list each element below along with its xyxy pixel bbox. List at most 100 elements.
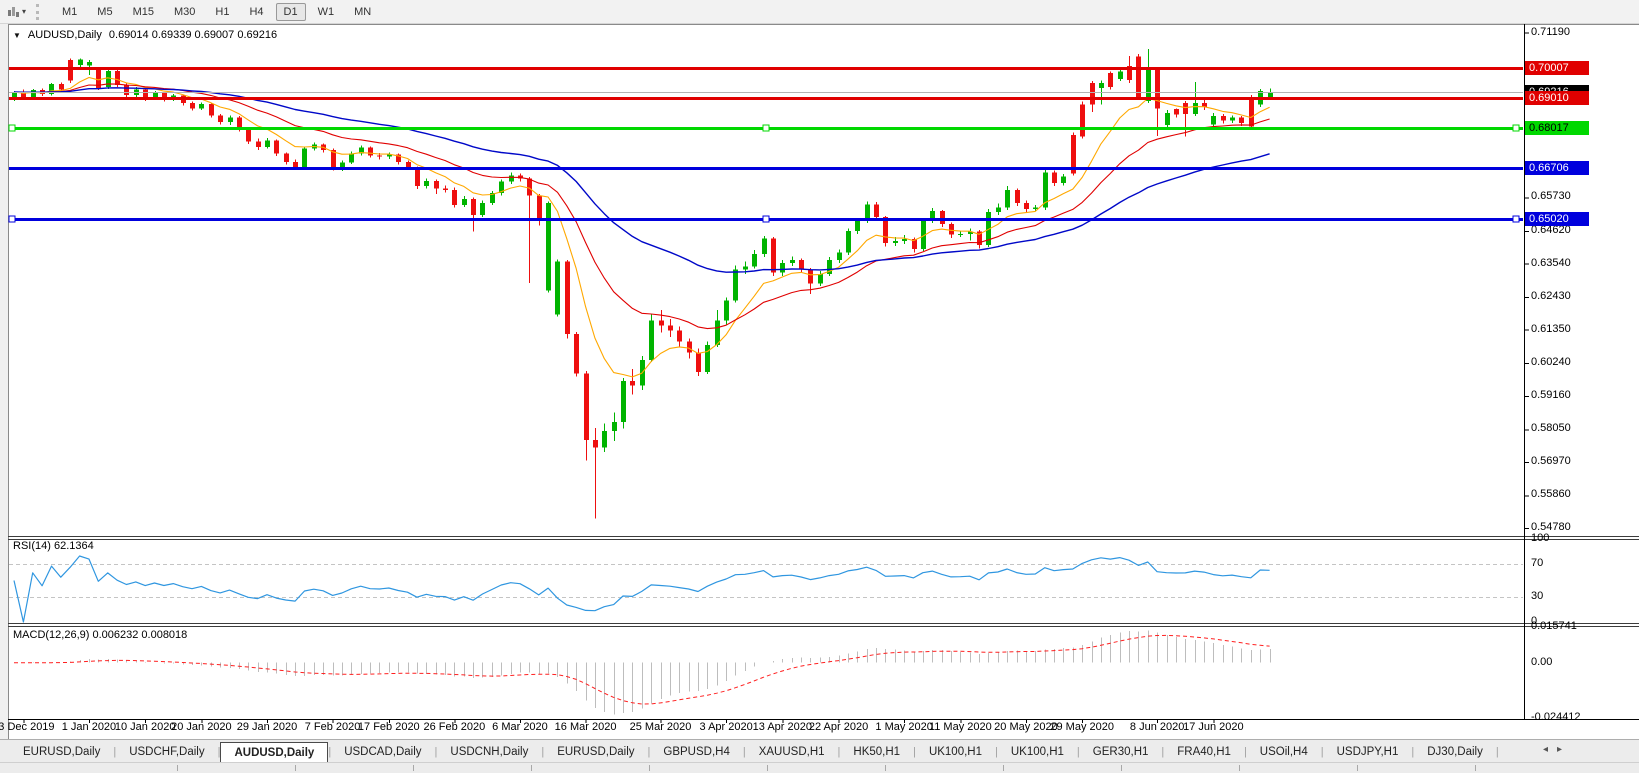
symbol-tab-uk100-h1[interactable]: UK100,H1 xyxy=(1010,746,1064,758)
status-separator xyxy=(177,765,178,771)
price-tick-label: 0.61350 xyxy=(1531,322,1571,335)
timeframe-buttons: M1 M5 M15 M30 H1 H4 D1 W1 MN xyxy=(52,2,381,21)
symbol-tab-hk50-h1[interactable]: HK50,H1 xyxy=(853,746,901,758)
date-tick-label: 25 Mar 2020 xyxy=(629,721,692,733)
price-tick-label: 0.65730 xyxy=(1531,190,1571,203)
tab-separator: | xyxy=(1320,746,1324,758)
date-tick-label: 20 Jan 2020 xyxy=(171,721,232,733)
date-tick-label: 22 Apr 2020 xyxy=(808,721,869,733)
symbol-tab-uk100-h1[interactable]: UK100,H1 xyxy=(928,746,982,758)
symbol-tab-usoil-h4[interactable]: USOil,H4 xyxy=(1259,746,1308,758)
toolbar: ▾ M1 M5 M15 M30 H1 H4 D1 W1 MN xyxy=(0,0,1639,24)
status-separator xyxy=(1003,765,1004,771)
date-tick-label: 1 May 2020 xyxy=(875,721,933,733)
symbol-tab-xauusd-h1[interactable]: XAUUSD,H1 xyxy=(758,746,825,758)
price-tick-label: 0.54780 xyxy=(1531,521,1571,534)
tab-separator: | xyxy=(1076,746,1080,758)
symbol-tab-fra40-h1[interactable]: FRA40,H1 xyxy=(1177,746,1231,758)
symbol-tab-eurusd-daily[interactable]: EURUSD,Daily xyxy=(557,746,635,758)
tab-separator: | xyxy=(1243,746,1247,758)
date-tick-label: 11 May 2020 xyxy=(928,721,992,733)
date-tick-label: 16 Mar 2020 xyxy=(554,721,617,733)
symbol-tab-usdcnh-daily[interactable]: USDCNH,Daily xyxy=(450,746,529,758)
price-tick-label: 0.64620 xyxy=(1531,223,1571,236)
date-tick-label: 1 Jan 2020 xyxy=(61,721,117,733)
symbol-tab-ger30-h1[interactable]: GER30,H1 xyxy=(1092,746,1149,758)
timeframe-button-m1[interactable]: M1 xyxy=(62,5,78,18)
status-separator xyxy=(1239,765,1240,771)
price-tick-label: 0.58050 xyxy=(1531,422,1571,435)
price-tick-label: 0.71190 xyxy=(1531,25,1570,38)
tab-separator: | xyxy=(217,746,221,758)
price-line-badge: 0.66706 xyxy=(1525,160,1589,175)
tab-separator: | xyxy=(328,746,332,758)
macd-tick-label: 0.00 xyxy=(1531,655,1553,668)
rsi-tick-label: 70 xyxy=(1531,556,1544,569)
symbol-tab-usdjpy-h1[interactable]: USDJPY,H1 xyxy=(1336,746,1399,758)
status-separator xyxy=(649,765,650,771)
symbol-tab-usdcad-daily[interactable]: USDCAD,Daily xyxy=(344,746,422,758)
date-tick-label: 29 May 2020 xyxy=(1050,721,1114,733)
status-separator xyxy=(1357,765,1358,771)
chart-window xyxy=(8,24,1639,739)
timeframe-button-m5[interactable]: M5 xyxy=(97,5,113,18)
symbol-tab-audusd-daily[interactable]: AUDUSD,Daily xyxy=(220,742,329,763)
timeframe-button-w1[interactable]: W1 xyxy=(317,5,335,18)
price-line-badge: 0.70007 xyxy=(1525,61,1589,76)
date-tick-label: 20 May 2020 xyxy=(994,721,1058,733)
status-separator xyxy=(1475,765,1476,771)
tab-separator: | xyxy=(995,746,998,758)
chart-pointer-icon[interactable] xyxy=(4,4,22,20)
timeframe-button-m30[interactable]: M30 xyxy=(173,5,196,18)
status-separator xyxy=(885,765,886,771)
macd-tick-label: 0.015741 xyxy=(1531,620,1577,633)
timeframe-button-d1[interactable]: D1 xyxy=(275,2,306,21)
tab-separator: | xyxy=(1161,746,1165,758)
tab-separator: | xyxy=(1411,746,1415,758)
status-separator xyxy=(767,765,768,771)
date-tick-label: 17 Feb 2020 xyxy=(357,721,420,733)
date-tick-label: 7 Feb 2020 xyxy=(304,721,361,733)
price-line-badge: 0.65020 xyxy=(1525,211,1589,226)
timeframe-button-h4[interactable]: H4 xyxy=(249,5,264,18)
symbol-tab-gbpusd-h4[interactable]: GBPUSD,H4 xyxy=(663,746,730,758)
price-tick-label: 0.59160 xyxy=(1531,388,1571,401)
timeframe-button-h1[interactable]: H1 xyxy=(215,5,230,18)
price-tick-label: 0.63540 xyxy=(1531,256,1571,269)
chart-title: ▼ AUDUSD,Daily 0.69014 0.69339 0.69007 0… xyxy=(13,29,277,41)
date-tick-label: 6 Mar 2020 xyxy=(492,721,548,733)
tab-scroll-left-icon[interactable]: ◂ xyxy=(1543,744,1549,755)
status-bar xyxy=(0,762,1639,773)
date-tick-label: 8 Jun 2020 xyxy=(1129,721,1185,733)
timeframe-button-m15[interactable]: M15 xyxy=(132,5,154,18)
symbol-tab-usdchf-daily[interactable]: USDCHF,Daily xyxy=(129,746,205,758)
price-tick-label: 0.60240 xyxy=(1531,356,1571,369)
status-separator xyxy=(295,765,296,771)
symbol-tab-eurusd-daily[interactable]: EURUSD,Daily xyxy=(23,746,101,758)
date-tick-label: 13 Apr 2020 xyxy=(752,721,812,733)
ohlc-values: 0.69014 0.69339 0.69007 0.69216 xyxy=(108,29,278,41)
rsi-tick-label: 100 xyxy=(1531,532,1550,544)
status-separator xyxy=(531,765,532,771)
price-line-badge: 0.68017 xyxy=(1525,121,1589,136)
price-tick-label: 0.55860 xyxy=(1531,488,1571,501)
date-tick-label: 26 Feb 2020 xyxy=(423,721,486,733)
timeframe-button-mn[interactable]: MN xyxy=(354,5,372,18)
rsi-tick-label: 0 xyxy=(1531,615,1538,627)
tab-separator: | xyxy=(1495,746,1499,758)
chevron-down-icon[interactable]: ▾ xyxy=(22,7,27,16)
symbol-tab-dj30-daily[interactable]: DJ30,Daily xyxy=(1427,746,1483,758)
rsi-pane-label: RSI(14) 62.1364 xyxy=(13,540,94,552)
status-separator xyxy=(1121,765,1122,771)
price-line-badge: 0.69010 xyxy=(1525,91,1589,106)
date-tick-label: 29 Jan 2020 xyxy=(236,721,298,733)
symbol-tab-bar: EURUSD,Daily | USDCHF,Daily | AUDUSD,Daily | U… xyxy=(0,739,1639,763)
tab-separator: | xyxy=(434,746,438,758)
macd-pane-label: MACD(12,26,9) 0.006232 0.008018 xyxy=(13,629,188,641)
date-tick-label: 23 Dec 2019 xyxy=(0,721,55,733)
tab-scroll-right-icon[interactable]: ▸ xyxy=(1557,744,1563,755)
symbol-period-label: AUDUSD,Daily xyxy=(27,29,102,41)
toolbar-grip xyxy=(36,3,44,20)
tab-separator: | xyxy=(913,746,916,758)
chart-menu-icon[interactable]: ▼ xyxy=(13,30,21,40)
